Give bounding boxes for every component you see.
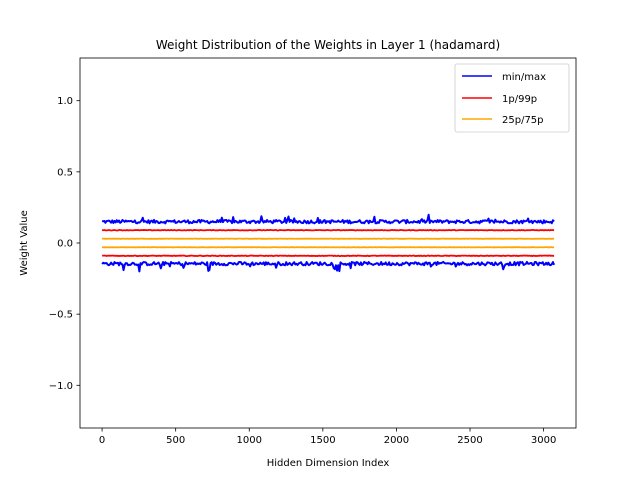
x-axis-label: Hidden Dimension Index	[267, 458, 390, 469]
y-tick-label: 0.5	[57, 167, 73, 178]
x-tick-label: 0	[99, 435, 105, 446]
x-axis-ticks: 0 500 1000 1500 2000 2500 3000	[99, 428, 556, 446]
chart-title: Weight Distribution of the Weights in La…	[156, 38, 500, 52]
y-tick-label: −1.0	[49, 381, 73, 392]
legend-label-25p-75p: 25p/75p	[502, 115, 544, 126]
legend: min/max 1p/99p 25p/75p	[454, 63, 570, 133]
series-line-min-max-min	[101, 260, 555, 273]
series-line-1p-99p-upper	[102, 229, 555, 232]
legend-label-1p-99p: 1p/99p	[502, 94, 537, 105]
legend-label-min-max: min/max	[502, 72, 546, 83]
series-line-1p-99p-lower	[101, 254, 555, 257]
y-tick-label: −0.5	[49, 310, 73, 321]
series-layer	[101, 213, 555, 273]
y-tick-label: 0.0	[57, 239, 73, 250]
y-axis-ticks: −1.0 −0.5 0.0 0.5 1.0	[49, 96, 80, 392]
x-tick-label: 2500	[457, 435, 482, 446]
x-tick-label: 3000	[531, 435, 556, 446]
series-line-min-max-max	[102, 213, 555, 225]
y-tick-label: 1.0	[57, 96, 73, 107]
x-tick-label: 1000	[237, 435, 262, 446]
x-tick-label: 2000	[384, 435, 409, 446]
x-tick-label: 500	[166, 435, 185, 446]
x-tick-label: 1500	[310, 435, 335, 446]
legend-box	[454, 63, 570, 133]
y-axis-label: Weight Value	[19, 210, 30, 275]
